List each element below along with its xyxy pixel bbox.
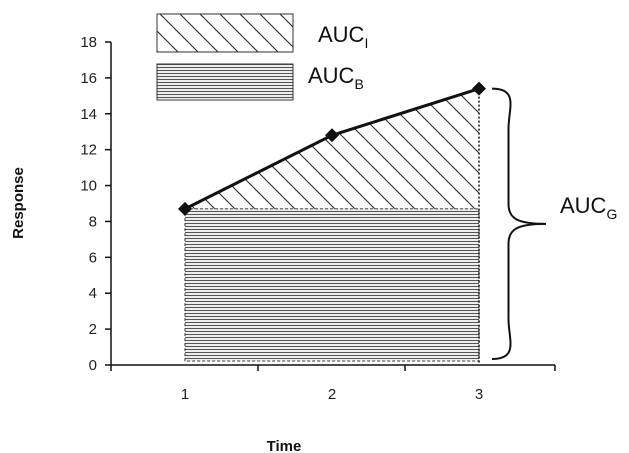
data-point [325, 128, 339, 143]
x-tick-label: 2 [328, 386, 336, 403]
auc-g-label: AUCG [560, 193, 617, 222]
legend-swatch-auc-i [156, 13, 294, 53]
legend-label-auc-i: AUCI [318, 22, 368, 51]
x-axis-title: Time [267, 438, 302, 453]
y-tick-label: 2 [89, 321, 97, 338]
y-tick-label: 12 [80, 142, 97, 159]
y-tick-label: 18 [80, 34, 97, 51]
data-point [178, 201, 192, 216]
x-tick-label: 1 [181, 386, 189, 403]
y-tick-label: 16 [80, 70, 97, 87]
y-tick-label: 8 [89, 213, 97, 230]
y-tick-label: 0 [89, 357, 97, 374]
data-point [472, 81, 486, 96]
y-ticks: 0 2 4 6 8 10 12 14 16 18 [80, 34, 111, 374]
y-tick-label: 10 [80, 178, 97, 195]
auc-g-brace [491, 87, 547, 360]
x-ticks: 1 2 3 [110, 365, 556, 403]
x-tick-label: 3 [475, 386, 483, 403]
legend: AUCI AUCB [156, 13, 368, 101]
auc-b-region [184, 208, 480, 362]
legend-swatch-auc-b [156, 63, 294, 101]
legend-label-auc-b: AUCB [308, 63, 364, 92]
y-axis-title: Response [10, 167, 27, 239]
y-tick-label: 14 [80, 106, 97, 123]
data-markers [178, 81, 486, 216]
y-tick-label: 4 [89, 285, 97, 302]
y-tick-label: 6 [89, 249, 97, 266]
auc-i-region [185, 88, 479, 209]
